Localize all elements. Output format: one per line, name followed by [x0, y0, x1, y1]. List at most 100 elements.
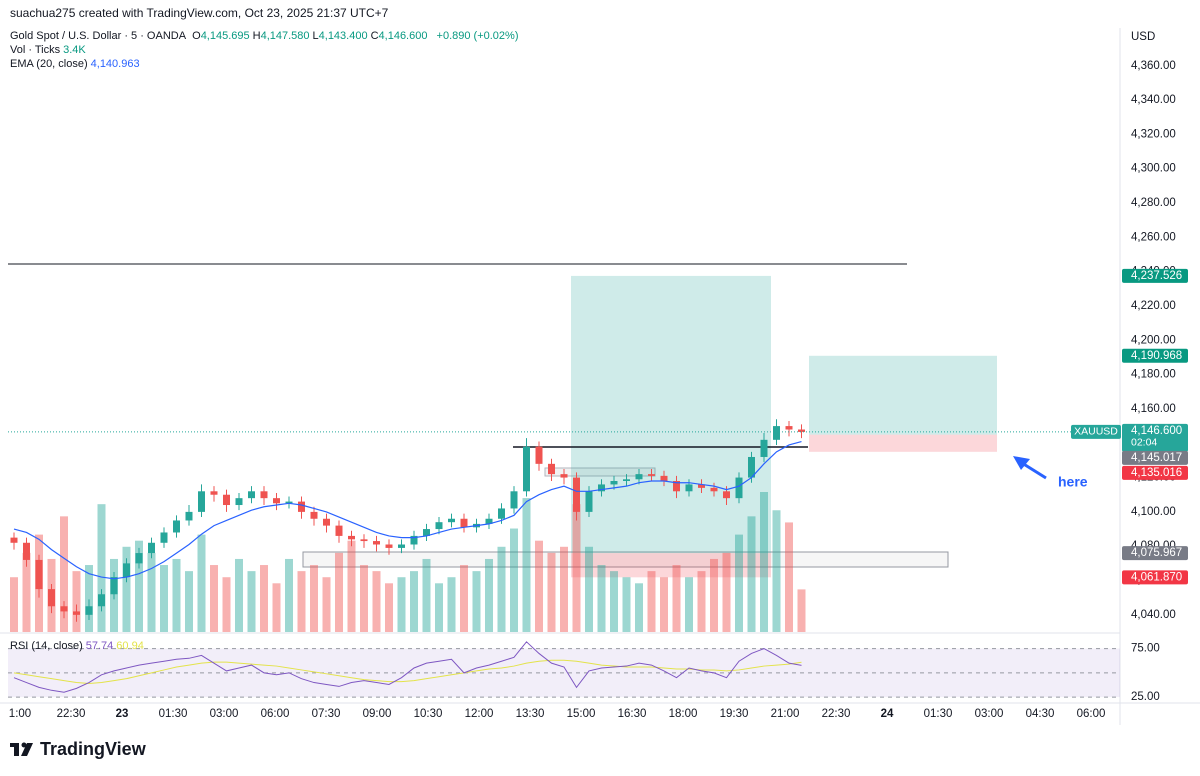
price-tag-label: 4,061.870 [1131, 571, 1182, 583]
candle-body [435, 522, 443, 530]
candle-body [573, 477, 580, 512]
currency: USD [1131, 31, 1155, 43]
volume-bar [322, 577, 331, 632]
volume-bar [435, 583, 443, 632]
x-tick-label: 21:00 [771, 708, 800, 720]
volume-bar [372, 571, 381, 632]
candle-body [235, 498, 243, 506]
volume-bar [272, 583, 281, 632]
candle-body [685, 484, 693, 492]
x-tick-label: 01:30 [924, 708, 953, 720]
range-box [302, 551, 949, 568]
candle-body [448, 518, 455, 523]
y-tick-label: 4,280.00 [1131, 197, 1176, 209]
candle-body [510, 491, 518, 509]
candle-body [223, 494, 230, 506]
volume-bar [185, 571, 193, 632]
y-tick-label: 4,300.00 [1131, 163, 1176, 175]
symbol-tag [1071, 424, 1121, 439]
x-tick-label: 18:00 [669, 708, 698, 720]
y-tick-label: 4,200.00 [1131, 334, 1176, 346]
volume-bar [210, 565, 218, 632]
candle-body [735, 477, 743, 499]
candle-body [660, 475, 668, 481]
volume-bar [572, 504, 581, 632]
candle-body [360, 539, 368, 542]
candle-body [498, 508, 505, 519]
volume-bar [347, 540, 356, 632]
candle-body [10, 537, 18, 543]
candle-body [135, 553, 143, 564]
volume-bar [497, 546, 506, 632]
candle-body [748, 456, 755, 478]
price-tag-label: 4,146.600 [1131, 425, 1182, 437]
candle-body [785, 426, 793, 430]
candle-body [73, 611, 80, 615]
volume-bar [197, 534, 206, 632]
volume-bar [722, 552, 731, 632]
y-tick-label: 4,100.00 [1131, 506, 1176, 518]
volume-bar [522, 498, 531, 632]
x-tick-label: 07:30 [312, 708, 341, 720]
candle-body [585, 491, 593, 512]
x-tick-label: 1:00 [9, 708, 31, 720]
volume-bar [135, 540, 143, 632]
candle-body [385, 544, 393, 548]
ohlc-key: O [192, 30, 201, 42]
volume-bar [585, 546, 593, 632]
volume-bar [172, 558, 181, 632]
position-target [809, 355, 997, 435]
candle-body [260, 491, 268, 499]
rsi-ma-line [13, 659, 802, 685]
volume-bar [510, 528, 518, 632]
x-tick-label: 24 [881, 708, 894, 720]
candle-body [160, 532, 168, 543]
volume-bar [672, 565, 681, 632]
volume-bar [147, 552, 156, 632]
volume-bar [472, 571, 481, 632]
volume-bar [772, 510, 781, 632]
price-tag [1122, 348, 1188, 363]
indicator-value: 3.4K [63, 44, 86, 56]
candle-body [348, 535, 355, 540]
volume-bar [60, 516, 68, 632]
ohlc-key: L [312, 30, 319, 42]
volume-bar [22, 552, 31, 632]
ohlc-key: C [370, 30, 379, 42]
volume-bar [485, 558, 493, 632]
x-tick-label: 10:30 [414, 708, 443, 720]
x-tick-label: 15:00 [567, 708, 596, 720]
volume-bar [735, 534, 743, 632]
indicator-value: 4,140.963 [90, 58, 140, 70]
ema-line [13, 441, 802, 580]
candle-body [285, 501, 293, 504]
candle-body [410, 535, 418, 545]
volume-bar [72, 571, 81, 632]
candle-body [148, 542, 155, 554]
price-tag-label: 4,145.017 [1131, 452, 1182, 464]
volume-bar [635, 583, 643, 632]
y-tick-label: 4,220.00 [1131, 300, 1176, 312]
legend-row: RSI (14, close) 57.74 60.94 [10, 640, 147, 652]
price-tag [1122, 268, 1188, 283]
price-tag [1122, 546, 1188, 561]
rsi-line [13, 641, 802, 693]
drawings [571, 275, 997, 578]
candle-body [60, 606, 68, 612]
volume-bar [647, 571, 656, 632]
candle-body [298, 501, 305, 512]
price-tag [1122, 465, 1188, 480]
y-tick-label: 4,260.00 [1131, 231, 1176, 243]
volume-bar [85, 565, 93, 632]
candle-body [610, 481, 618, 485]
volume-bar [447, 577, 456, 632]
indicator-value: 60.94 [116, 640, 144, 652]
volume-bar [122, 546, 131, 632]
indicator-name: RSI (14, close) [10, 640, 83, 652]
candle-body [398, 544, 405, 548]
x-tick-label: 16:30 [618, 708, 647, 720]
position-stop [809, 434, 997, 452]
ohlc-key: H [252, 30, 261, 42]
candle-body [635, 474, 643, 480]
